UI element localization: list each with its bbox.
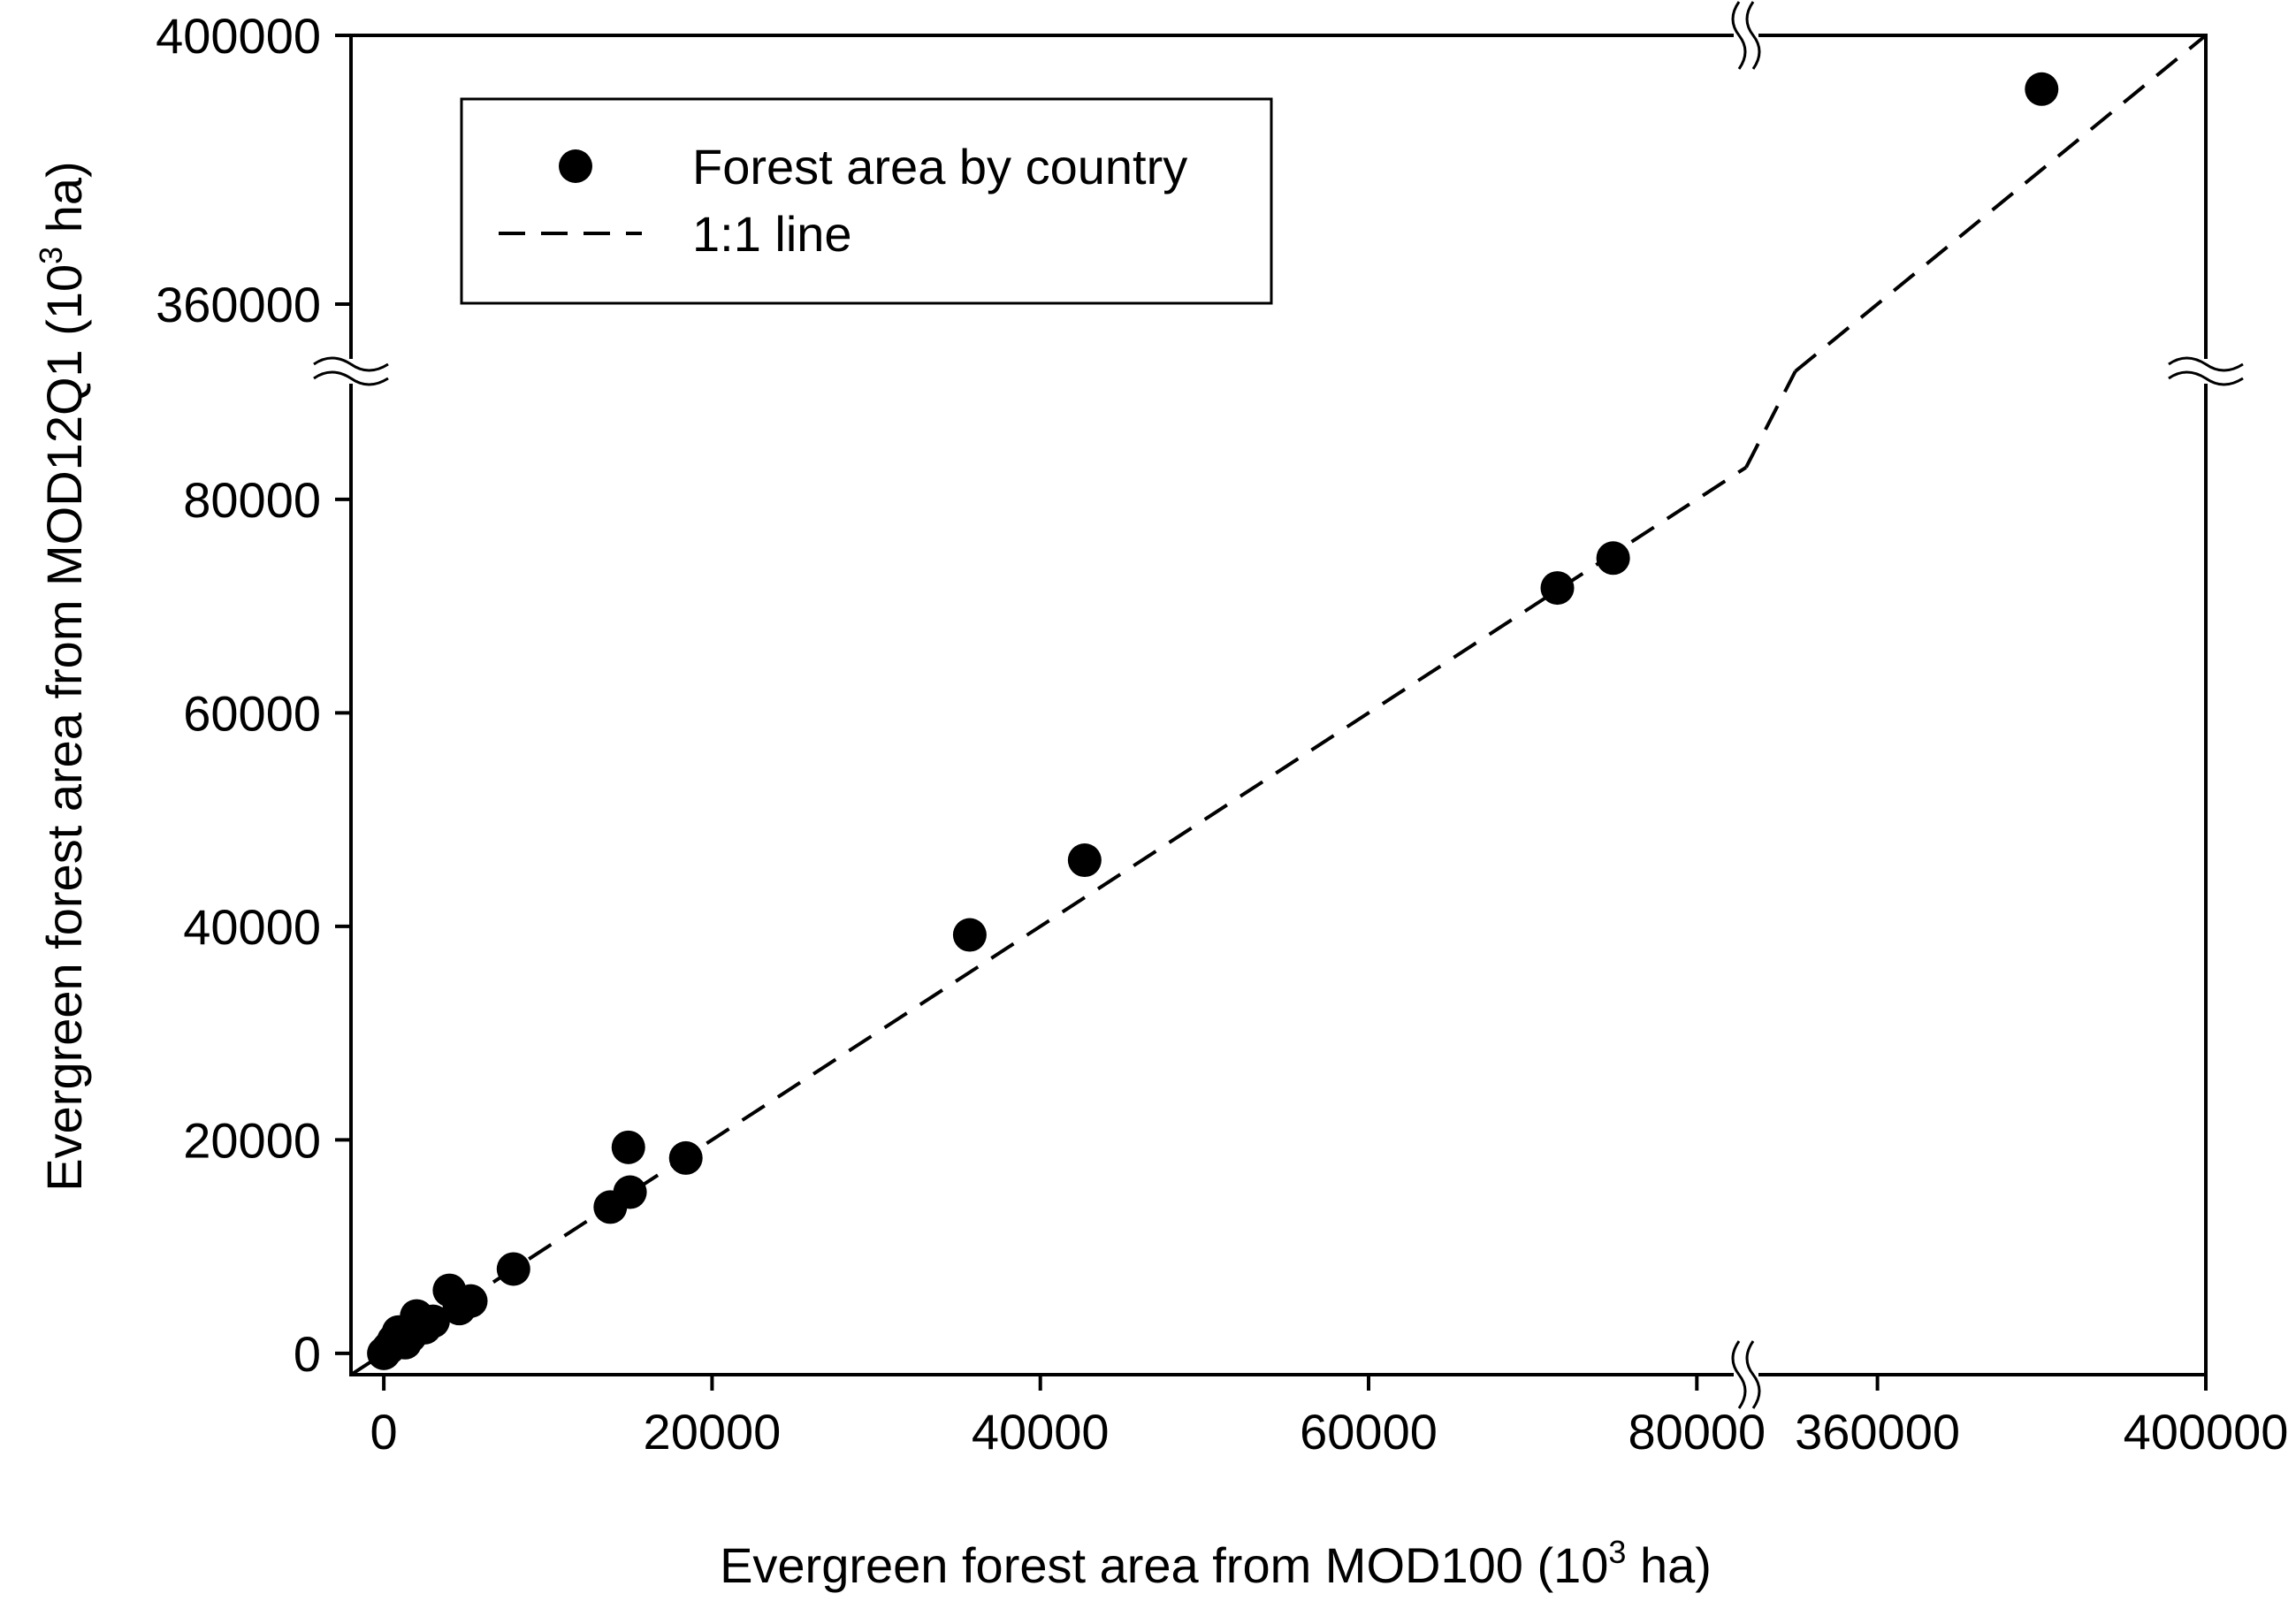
y-tick-label: 0	[294, 1326, 321, 1382]
data-points	[367, 72, 2059, 1370]
x-tick-label: 0	[370, 1404, 398, 1460]
x-tick-label: 40000	[972, 1404, 1110, 1460]
data-point	[454, 1284, 488, 1318]
data-point	[496, 1252, 530, 1286]
legend-label-line: 1:1 line	[692, 206, 852, 262]
y-tick-label: 40000	[183, 899, 321, 955]
x-break-top	[1731, 0, 1761, 71]
y-tick-label: 20000	[183, 1112, 321, 1168]
axis-breaks	[312, 0, 2245, 1410]
one-to-one-segment-upper	[1794, 34, 2208, 373]
x-tick-label: 360000	[1795, 1404, 1960, 1460]
x-tick-label: 400000	[2124, 1404, 2289, 1460]
y-break-right	[2167, 356, 2245, 386]
y-break-left	[312, 356, 390, 386]
data-point	[668, 1140, 703, 1175]
y-axis: 0 20000 40000 60000 80000 360000 400000	[156, 8, 351, 1382]
data-point	[611, 1130, 645, 1164]
data-point	[2025, 72, 2059, 106]
one-to-one-segment-lower	[349, 465, 1748, 1376]
legend: Forest area by country 1:1 line	[460, 97, 1273, 305]
x-axis-title: Evergreen forest area from MOD100 (103 h…	[720, 1534, 1712, 1593]
x-axis: 0 20000 40000 60000 80000 360000 400000	[370, 1375, 2289, 1460]
data-point	[952, 918, 987, 952]
legend-box	[460, 97, 1273, 305]
y-axis-title: Evergreen forest area from MOD12Q1 (103 …	[33, 161, 92, 1191]
one-to-one-line	[349, 34, 2208, 1376]
x-break-bottom	[1731, 1339, 1761, 1410]
x-tick-label: 60000	[1300, 1404, 1438, 1460]
one-to-one-segment-mid	[1744, 370, 1797, 469]
data-point	[1596, 541, 1630, 576]
data-point	[613, 1175, 647, 1209]
data-point	[1067, 843, 1102, 878]
legend-label-points: Forest area by country	[692, 139, 1187, 194]
y-tick-label: 360000	[156, 277, 321, 332]
y-tick-label: 400000	[156, 8, 321, 64]
plot-frame	[349, 34, 2208, 1376]
y-tick-label: 60000	[183, 685, 321, 741]
plot-border	[349, 34, 2208, 1376]
y-tick-label: 80000	[183, 472, 321, 528]
data-point	[1540, 571, 1575, 606]
x-tick-label: 80000	[1628, 1404, 1766, 1460]
legend-marker-points	[559, 149, 592, 183]
data-point	[416, 1304, 450, 1338]
x-tick-label: 20000	[644, 1404, 782, 1460]
